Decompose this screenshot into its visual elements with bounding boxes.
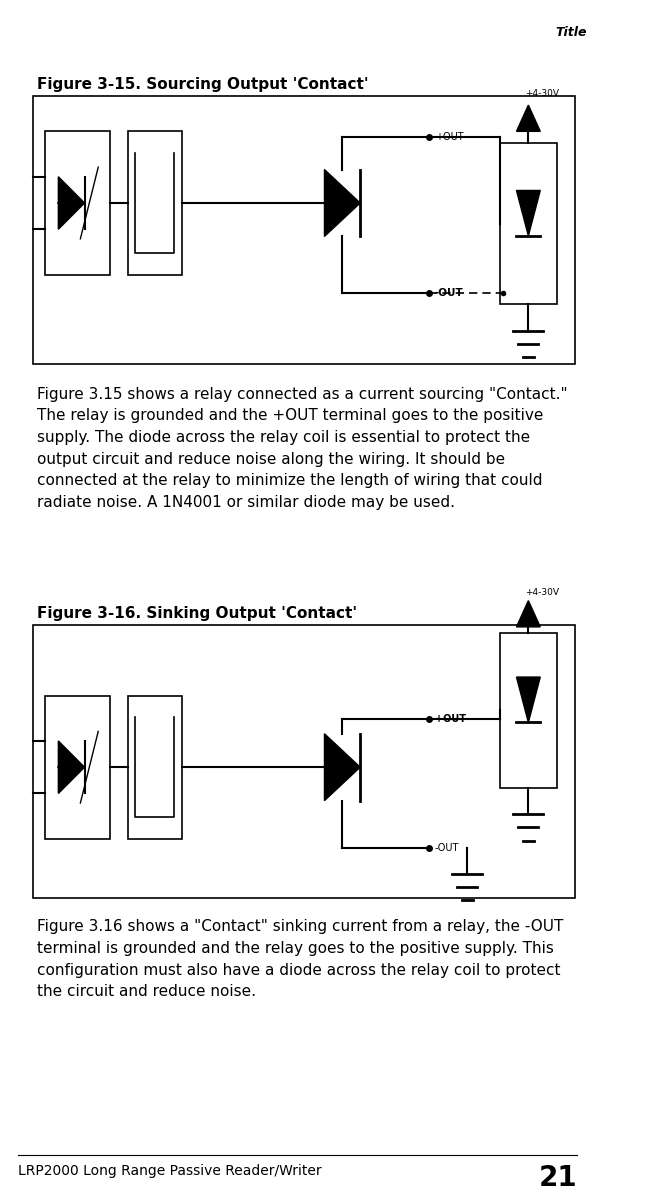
Text: +4-30V: +4-30V xyxy=(526,89,559,98)
Text: +OUT: +OUT xyxy=(435,715,466,724)
Bar xyxy=(33,96,574,364)
Polygon shape xyxy=(325,734,360,801)
Bar xyxy=(33,625,574,898)
Polygon shape xyxy=(58,741,85,794)
Text: Title: Title xyxy=(555,26,586,40)
Polygon shape xyxy=(516,191,541,236)
Text: Figure 3-15. Sourcing Output 'Contact': Figure 3-15. Sourcing Output 'Contact' xyxy=(37,77,368,92)
Text: Figure 3.15 shows a relay connected as a current sourcing "Contact."
The relay i: Figure 3.15 shows a relay connected as a… xyxy=(37,387,567,510)
Text: Figure 3.16 shows a "Contact" sinking current from a relay, the -OUT
terminal is: Figure 3.16 shows a "Contact" sinking cu… xyxy=(37,920,563,999)
Polygon shape xyxy=(325,169,360,236)
Polygon shape xyxy=(516,677,541,723)
Bar xyxy=(44,132,110,275)
Text: +OUT: +OUT xyxy=(435,132,463,143)
Polygon shape xyxy=(516,601,541,627)
Bar xyxy=(44,695,110,839)
Bar xyxy=(500,633,557,788)
Polygon shape xyxy=(58,176,85,229)
Polygon shape xyxy=(516,106,541,132)
Text: +4-30V: +4-30V xyxy=(526,588,559,597)
Text: -OUT: -OUT xyxy=(435,843,459,852)
Text: -OUT: -OUT xyxy=(435,288,464,297)
Text: Figure 3-16. Sinking Output 'Contact': Figure 3-16. Sinking Output 'Contact' xyxy=(37,605,357,621)
Bar xyxy=(128,695,181,839)
Bar xyxy=(500,144,557,305)
Text: LRP2000 Long Range Passive Reader/Writer: LRP2000 Long Range Passive Reader/Writer xyxy=(18,1164,321,1179)
Bar xyxy=(128,132,181,275)
Text: 21: 21 xyxy=(539,1164,578,1192)
